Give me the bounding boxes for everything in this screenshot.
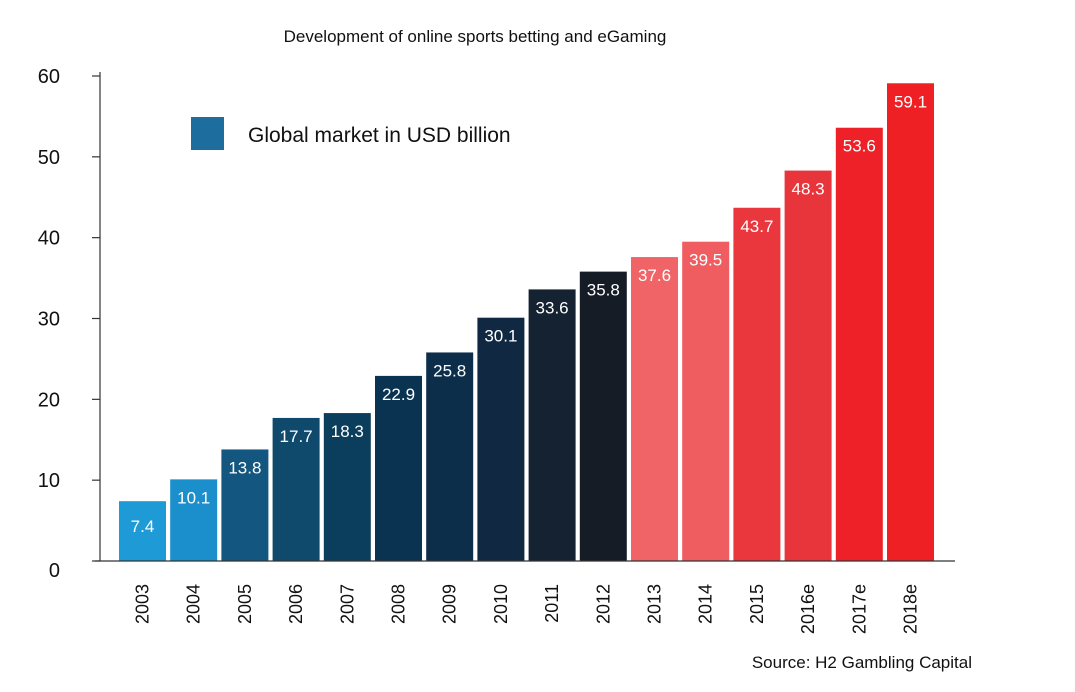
bar-2009 [426,352,474,561]
bar-2016e [784,170,832,561]
bar-2010 [477,317,525,561]
value-label-2015: 43.7 [740,217,773,236]
value-label-2005: 13.8 [228,458,261,477]
value-labels: 7.4 10.1 13.8 17.7 18.3 22.9 25.8 30.1 33.6 35.8 3… [131,92,927,536]
x-tick-label-2006: 2006 [286,584,306,624]
value-label-2014: 39.5 [689,251,722,270]
value-label-2006: 17.7 [280,427,313,446]
value-label-2016e: 48.3 [792,180,825,199]
bar-2014 [682,241,730,562]
value-label-2013: 37.6 [638,266,671,285]
y-tick-label: 20 [38,389,60,411]
bar-2006 [272,417,320,561]
y-tick-label: 0 [49,560,60,582]
x-tick-label-2008: 2008 [389,584,409,624]
bar-2012 [579,271,627,561]
bar-2013 [631,257,678,561]
x-tick-label-2016e: 2016e [798,584,818,634]
x-tick-label-2018e: 2018e [901,584,921,634]
x-tick-label-2007: 2007 [337,584,357,624]
x-tick-label-2014: 2014 [696,584,716,624]
value-label-2017e: 53.6 [843,137,876,156]
x-tick-label-2003: 2003 [133,584,153,624]
bar-2007 [323,413,371,561]
y-axis: 0 10 20 30 40 50 60 [38,66,100,582]
y-tick-label: 10 [38,470,60,492]
x-axis-tick-labels: 2003 2004 2005 2006 2007 2008 2009 2010 2011 2012… [133,584,921,634]
y-tick-label: 50 [38,147,60,169]
value-label-2011: 33.6 [536,298,569,317]
value-label-2012: 35.8 [587,281,620,300]
bar-2003 [119,501,166,561]
value-label-2009: 25.8 [433,361,466,380]
y-tick-label: 60 [38,66,60,88]
x-tick-label-2017e: 2017e [849,584,869,634]
y-tick-label: 40 [38,228,60,250]
x-tick-label-2010: 2010 [491,584,511,624]
bar-2011 [528,289,576,561]
bar-2017e [835,127,883,561]
bar-2018e [887,83,934,562]
value-label-2010: 30.1 [484,327,517,346]
value-label-2018e: 59.1 [894,92,927,111]
value-label-2008: 22.9 [382,385,415,404]
y-tick-label: 30 [38,309,60,331]
bar-2005 [221,449,269,561]
legend-swatch [191,117,224,150]
legend: Global market in USD billion [191,117,511,150]
x-tick-label-2013: 2013 [645,584,665,624]
value-label-2004: 10.1 [177,488,210,507]
bar-2004 [170,479,218,561]
legend-label: Global market in USD billion [248,124,511,147]
x-tick-label-2009: 2009 [440,584,460,624]
x-tick-label-2012: 2012 [593,584,613,624]
x-tick-label-2011: 2011 [542,584,562,623]
bars [119,83,934,562]
value-label-2007: 18.3 [331,422,364,441]
value-label-2003: 7.4 [131,517,155,536]
x-tick-label-2015: 2015 [747,584,767,624]
x-tick-label-2004: 2004 [184,584,204,624]
x-tick-label-2005: 2005 [235,584,255,624]
bar-2008 [375,375,422,561]
bar-2015 [733,207,781,561]
source-note: Source: H2 Gambling Capital [752,653,972,672]
chart-title: Development of online sports betting and… [284,27,667,46]
